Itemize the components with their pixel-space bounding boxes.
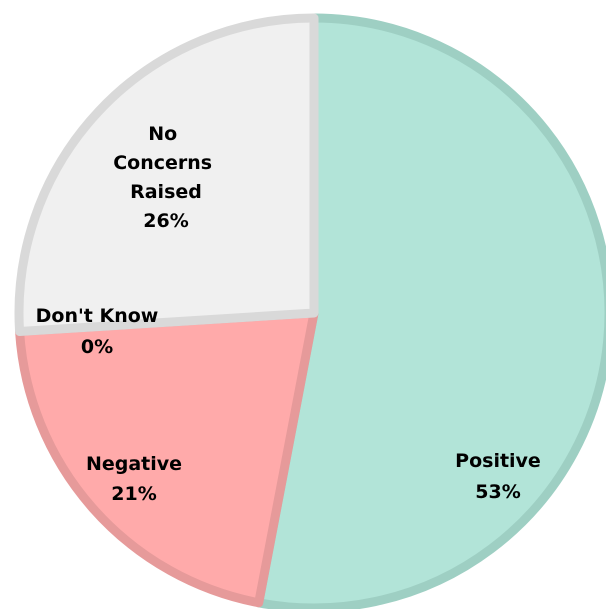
slice-value-dont-know: 0% (81, 336, 113, 358)
slice-value-positive: 53% (475, 481, 520, 503)
slice-label-negative: Negative (86, 453, 182, 475)
pie-labels: Positive 53% Negative 21% Don't Know 0% … (36, 123, 541, 505)
slice-label-no-concerns-line-2: Concerns (113, 152, 212, 174)
pie-slice-positive (254, 13, 606, 613)
slice-label-no-concerns-line-3: Raised (130, 181, 202, 203)
slice-label-positive: Positive (455, 450, 541, 472)
slice-label-no-concerns-line-1: No (148, 123, 177, 145)
slice-value-negative: 21% (111, 483, 156, 505)
pie-slices (14, 13, 606, 613)
slice-label-no-concerns: No Concerns Raised (113, 123, 219, 203)
slice-value-no-concerns: 26% (143, 210, 188, 232)
pie-slice-no-concerns-raised (14, 13, 319, 337)
slice-label-dont-know: Don't Know (36, 305, 159, 327)
pie-slice-negative (15, 308, 319, 608)
